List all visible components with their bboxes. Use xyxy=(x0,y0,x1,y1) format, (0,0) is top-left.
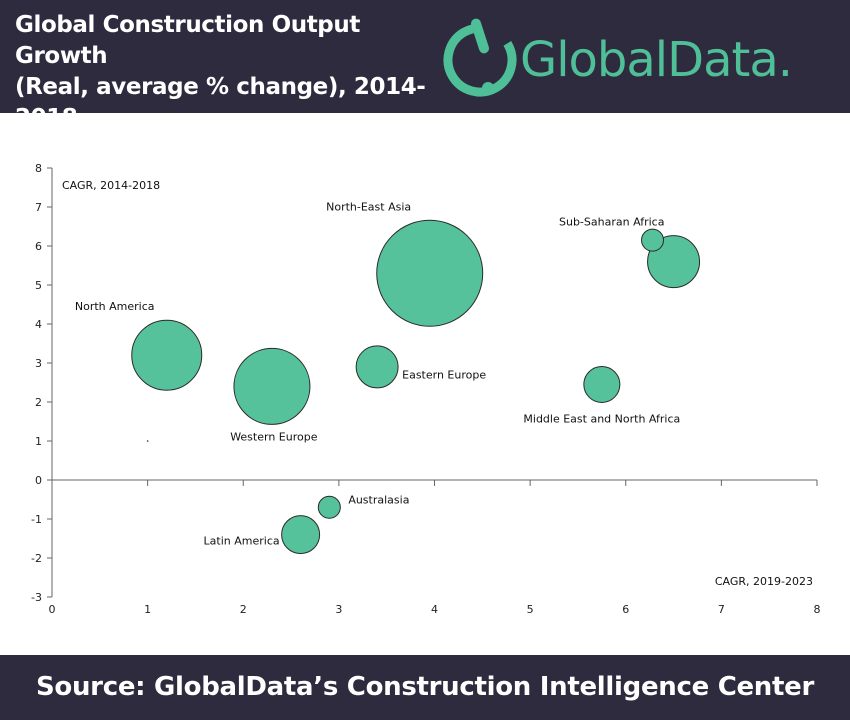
y-tick-label: 2 xyxy=(35,396,42,409)
bubble-middle-east-and-north-africa xyxy=(583,365,621,403)
label-middle-east-and-north-africa: Middle East and North Africa xyxy=(523,412,680,425)
bubble-western-europe xyxy=(233,347,311,425)
chart-title: Global Construction Output Growth (Real,… xyxy=(15,10,435,165)
header-banner: Global Construction Output Growth (Real,… xyxy=(0,0,850,162)
label-eastern-europe: Eastern Europe xyxy=(402,368,486,381)
label-sub-saharan-africa: Sub-Saharan Africa xyxy=(559,216,664,229)
bubble-unlabeled xyxy=(641,228,665,252)
bubble-eastern-europe xyxy=(355,345,399,389)
y-tick-label: -3 xyxy=(31,591,42,604)
globaldata-logo: GlobalData. xyxy=(440,14,840,106)
footer-banner: Source: GlobalData’s Construction Intell… xyxy=(0,655,850,720)
x-tick-label: 2 xyxy=(240,603,247,616)
chart-point-labels: North America Western Europe Eastern Europ… xyxy=(75,200,680,547)
source-note: Source: GlobalData’s Construction Intell… xyxy=(35,672,814,702)
bubble-sub-saharan-africa xyxy=(647,235,701,289)
y-tick-label: 7 xyxy=(35,201,42,214)
bubble-australasia xyxy=(317,495,341,519)
x-tick-label: 1 xyxy=(144,603,151,616)
x-axis-title: CAGR, 2019-2023 xyxy=(715,575,813,588)
y-tick-label: 4 xyxy=(35,318,42,331)
chart-axes: -3 -2 -1 0 1 2 3 4 5 6 7 8 0 1 2 3 4 5 6 7 8 xyxy=(31,162,820,616)
bubble-north-america xyxy=(131,319,203,391)
y-tick-label: 5 xyxy=(35,279,42,292)
y-tick-label: -2 xyxy=(31,552,42,565)
y-tick-label: 0 xyxy=(35,474,42,487)
title-line-3: and 2019-2023 xyxy=(15,136,204,162)
x-tick-label: 4 xyxy=(431,603,438,616)
label-western-europe: Western Europe xyxy=(230,430,318,443)
logo-wordmark: GlobalData. xyxy=(520,32,793,88)
label-north-east-asia: North-East Asia xyxy=(326,200,411,213)
y-tick-label: 8 xyxy=(35,162,42,175)
y-tick-label: 3 xyxy=(35,357,42,370)
bubble-chart: -3 -2 -1 0 1 2 3 4 5 6 7 8 0 1 2 3 4 5 6 7 8 North America We… xyxy=(31,162,820,616)
chart-bubbles xyxy=(131,219,701,555)
x-tick-label: 3 xyxy=(335,603,342,616)
x-tick-label: 7 xyxy=(718,603,725,616)
y-tick-label: -1 xyxy=(31,513,42,526)
x-tick-label: 0 xyxy=(49,603,56,616)
globaldata-logo-icon xyxy=(443,18,517,97)
stray-dot xyxy=(146,440,149,442)
x-tick-label: 6 xyxy=(622,603,629,616)
label-australasia: Australasia xyxy=(348,493,409,506)
bubble-latin-america xyxy=(281,515,321,555)
x-tick-label: 8 xyxy=(814,603,821,616)
title-line-1: Global Construction Output Growth xyxy=(15,12,360,69)
label-north-america: North America xyxy=(75,300,155,313)
bubble-north-east-asia xyxy=(376,219,484,327)
y-axis-title: CAGR, 2014-2018 xyxy=(62,179,160,192)
y-tick-label: 6 xyxy=(35,240,42,253)
label-latin-america: Latin America xyxy=(204,535,280,548)
y-tick-label: 1 xyxy=(35,435,42,448)
x-tick-label: 5 xyxy=(527,603,534,616)
title-line-2: (Real, average % change), 2014-2018 xyxy=(15,74,426,131)
